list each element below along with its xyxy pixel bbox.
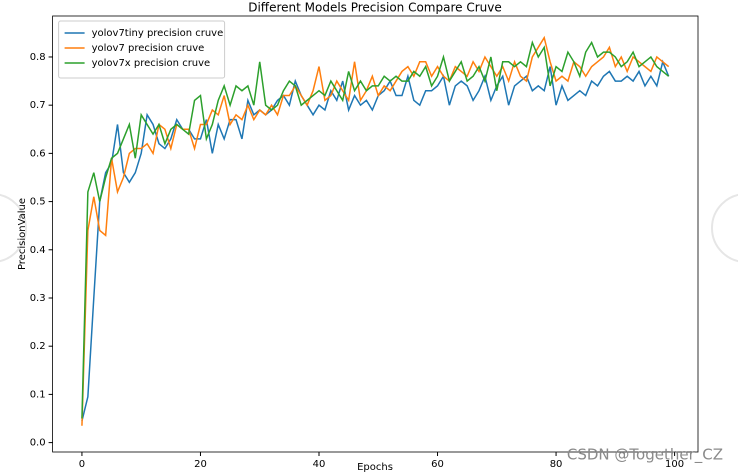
legend-box <box>58 20 226 79</box>
x-tick-label: 0 <box>79 459 85 470</box>
y-axis-label: PrecisionValue <box>17 198 28 270</box>
x-tick-label: 20 <box>194 459 207 470</box>
x-tick-label: 80 <box>550 459 563 470</box>
y-tick-label: 0.4 <box>30 245 46 256</box>
series-line <box>81 35 670 426</box>
watermark: CSDN @Together_CZ <box>567 446 723 465</box>
carousel-left[interactable] <box>0 193 27 263</box>
series-line <box>81 40 670 419</box>
y-tick-label: 0.6 <box>30 148 46 159</box>
legend-label: yolov7 precision cruve <box>92 43 205 54</box>
y-tick-label: 0.3 <box>30 293 46 304</box>
legend-label: yolov7tiny precision cruve <box>92 28 224 39</box>
chart-title: Different Models Precision Compare Cruve <box>248 1 502 15</box>
y-tick-label: 0.8 <box>30 52 46 63</box>
y-tick-label: 0.0 <box>30 438 46 449</box>
x-axis-label: Epochs <box>357 462 393 473</box>
x-tick-label: 60 <box>431 459 444 470</box>
x-tick-label: 40 <box>313 459 326 470</box>
y-tick-label: 0.7 <box>30 100 46 111</box>
y-tick-label: 0.1 <box>30 389 46 400</box>
y-tick-label: 0.2 <box>30 341 46 352</box>
carousel-right[interactable] <box>711 193 738 263</box>
plot-area: 0.0 0.1 0.2 0.3 0.4 0.5 0.6 0.7 0.8 0 20 40 60 80 100 y… <box>30 15 699 470</box>
series-line <box>81 59 670 422</box>
axes-frame <box>52 15 699 453</box>
y-tick-label: 0.5 <box>30 197 46 208</box>
x-tick-label: 100 <box>665 459 684 470</box>
legend-label: yolov7x precision cruve <box>92 58 211 69</box>
